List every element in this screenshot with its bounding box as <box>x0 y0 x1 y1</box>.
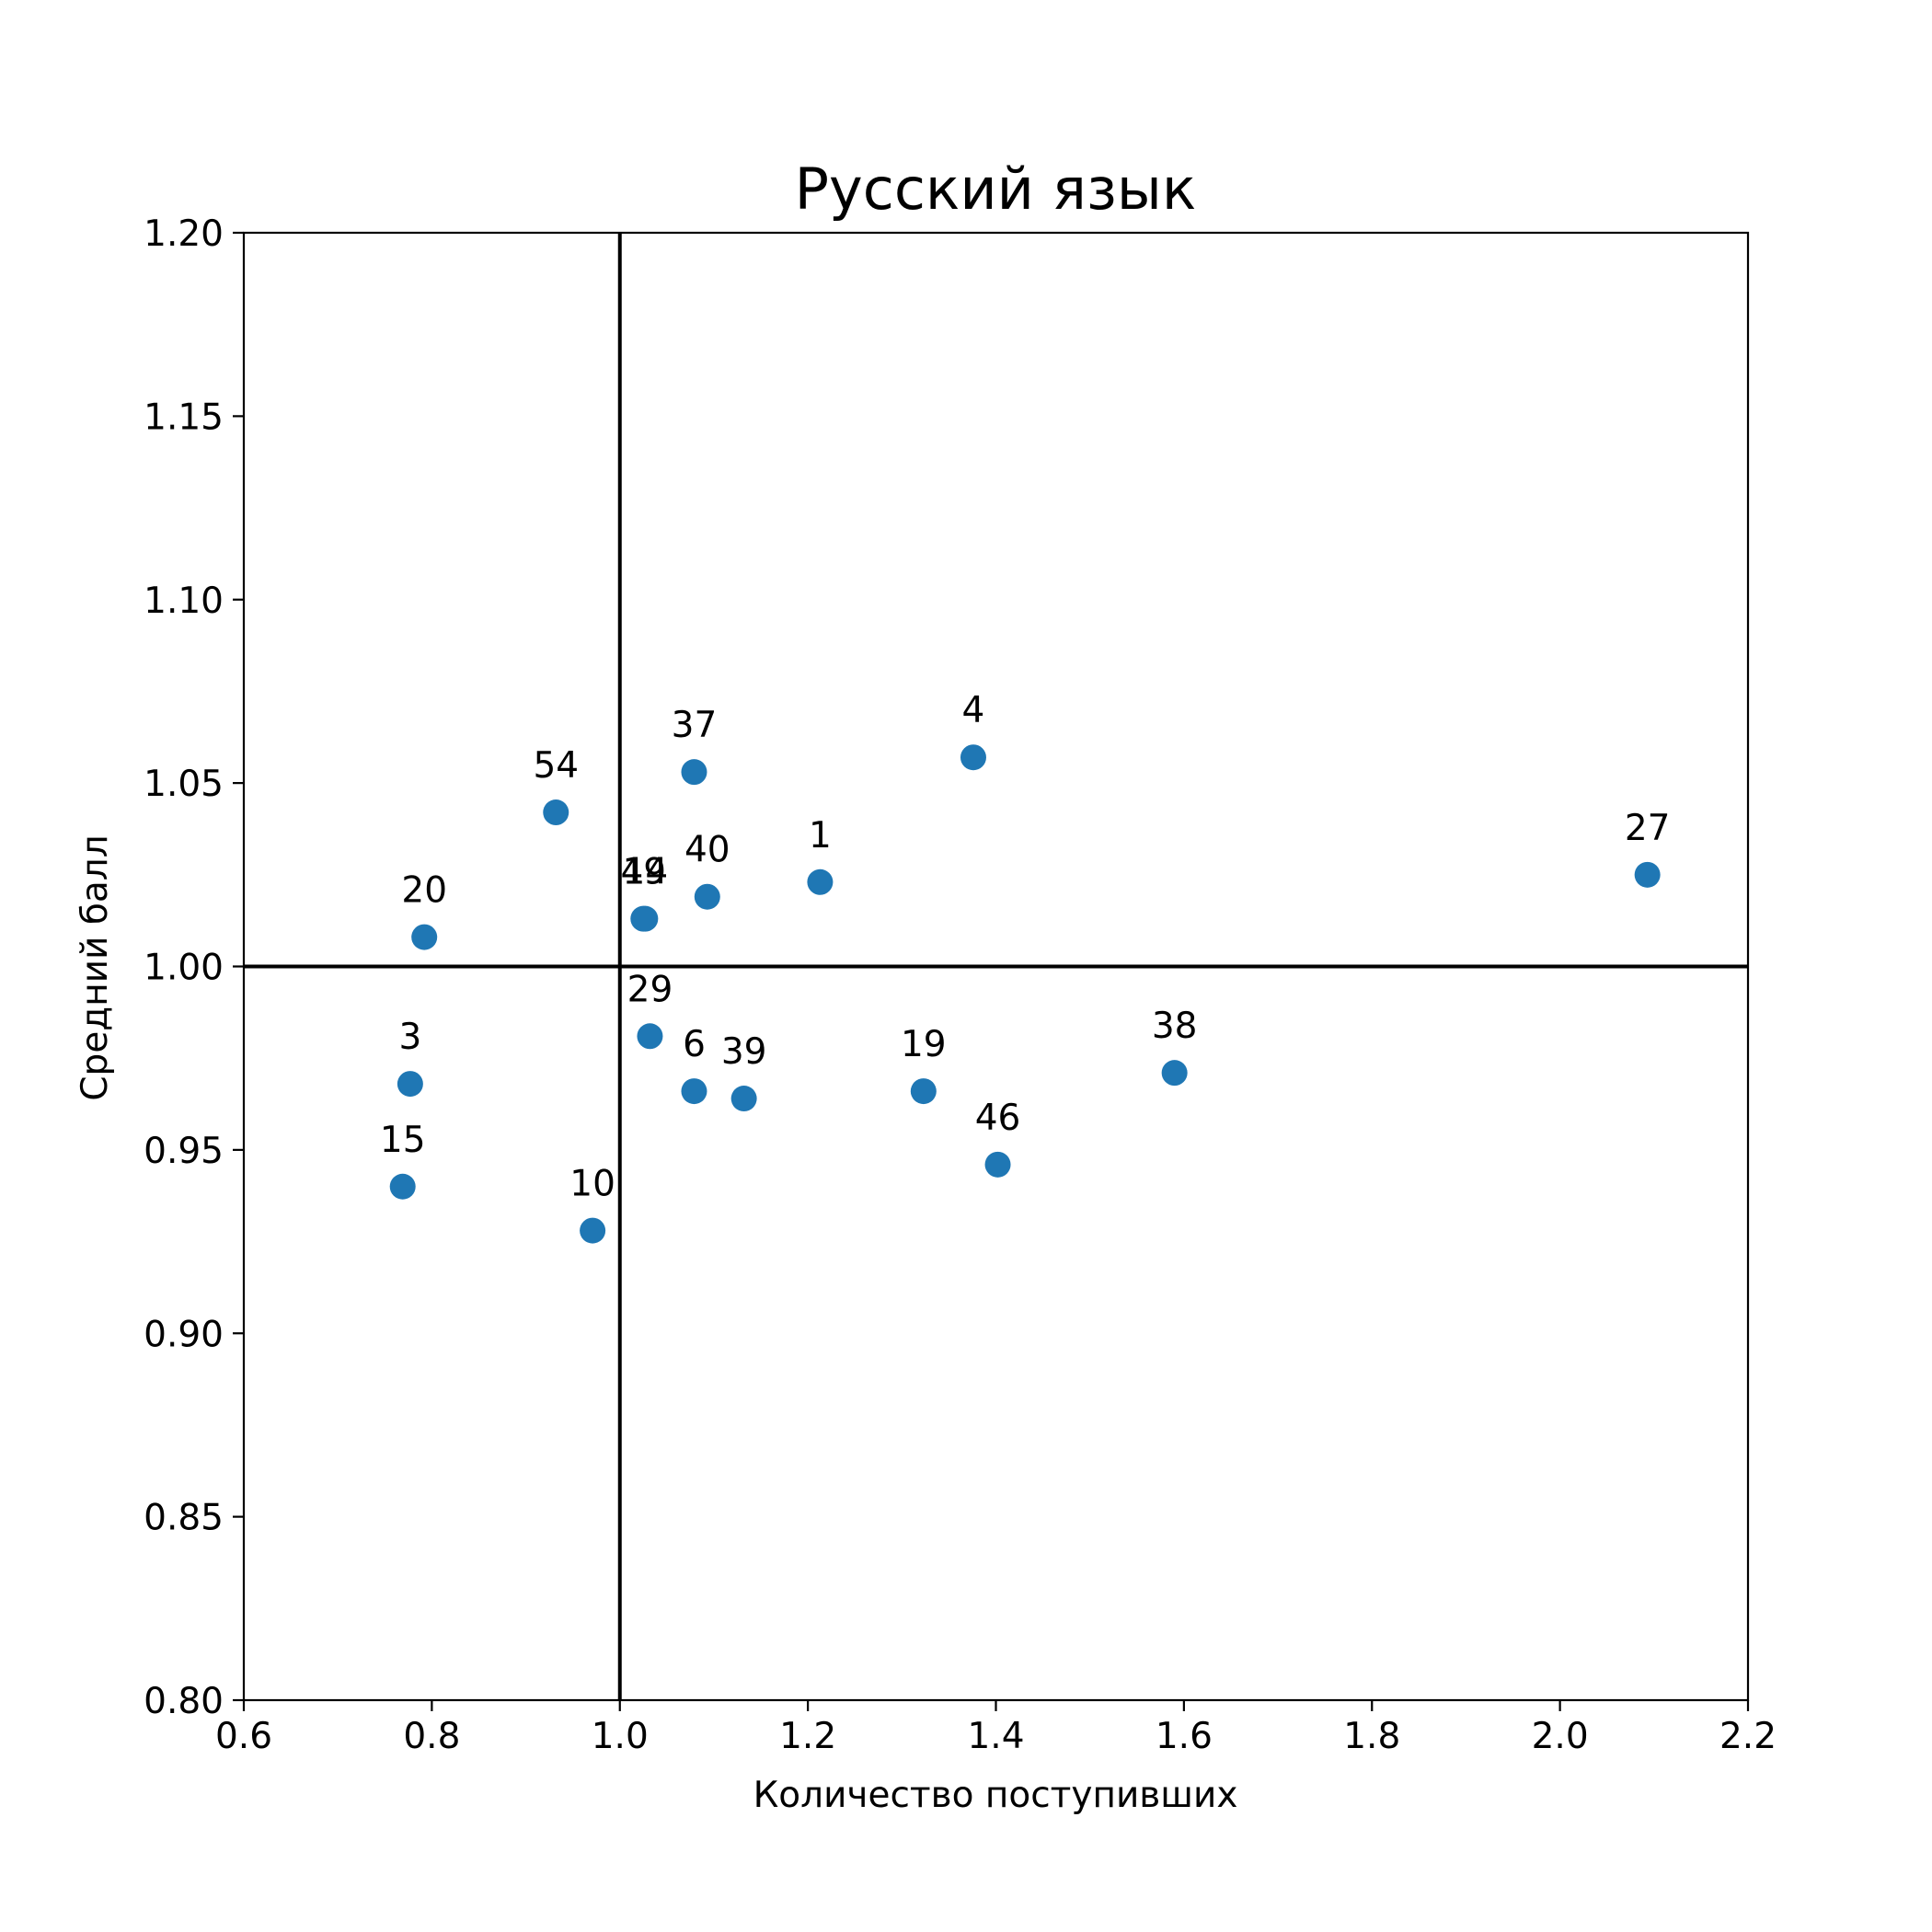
reference-lines <box>244 233 1748 1700</box>
data-point-label: 49 <box>620 852 666 893</box>
data-point-label: 15 <box>380 1120 426 1161</box>
data-point-label: 4 <box>962 690 985 731</box>
data-point-label: 1 <box>809 815 832 857</box>
y-tick-label: 1.15 <box>144 397 224 438</box>
data-point <box>1634 861 1661 888</box>
y-tick-label: 1.20 <box>144 213 224 255</box>
data-point <box>397 1071 423 1098</box>
y-tick-label: 1.10 <box>144 581 224 622</box>
data-point-label: 54 <box>533 745 579 787</box>
data-point-label: 46 <box>975 1098 1021 1139</box>
data-point-label: 19 <box>901 1024 947 1065</box>
data-point-label: 20 <box>401 870 447 912</box>
data-point <box>681 1078 707 1105</box>
y-tick-label: 0.80 <box>144 1681 224 1722</box>
data-point <box>681 759 707 786</box>
data-point <box>910 1078 937 1105</box>
x-axis-ticks: 0.6 0.8 1.0 1.2 1.4 1.6 1.8 2.0 2.2 <box>215 1700 1777 1757</box>
data-point <box>807 868 834 895</box>
data-point-label: 14 <box>623 852 669 893</box>
y-axis-ticks: 0.80 0.85 0.90 0.95 1.00 1.05 1.10 1.15 1.20 <box>144 213 244 1722</box>
data-point <box>960 744 986 771</box>
y-tick-label: 0.95 <box>144 1131 224 1172</box>
data-point <box>580 1217 606 1244</box>
data-point-label: 37 <box>672 705 718 746</box>
y-tick-label: 0.85 <box>144 1498 224 1539</box>
x-tick-label: 1.6 <box>1156 1716 1213 1757</box>
data-point-label: 3 <box>398 1017 421 1058</box>
x-tick-label: 1.8 <box>1343 1716 1400 1757</box>
y-axis-label: Средний балл <box>75 834 116 1100</box>
y-tick-label: 1.00 <box>144 948 224 989</box>
x-tick-label: 2.2 <box>1719 1716 1777 1757</box>
data-point-label: 40 <box>684 830 730 871</box>
data-point-label: 39 <box>721 1031 767 1073</box>
x-tick-label: 1.0 <box>592 1716 649 1757</box>
data-point-label: 29 <box>627 969 673 1010</box>
data-point <box>632 905 659 932</box>
data-point <box>637 1023 663 1050</box>
data-point <box>543 799 569 826</box>
data-point <box>411 924 438 950</box>
data-point <box>730 1086 757 1112</box>
data-point <box>389 1173 416 1200</box>
y-tick-label: 1.05 <box>144 764 224 805</box>
x-tick-label: 1.4 <box>967 1716 1024 1757</box>
x-tick-label: 2.0 <box>1532 1716 1589 1757</box>
data-point-label: 27 <box>1625 808 1671 849</box>
data-point <box>1161 1060 1188 1087</box>
data-point-label: 38 <box>1152 1006 1198 1047</box>
x-tick-label: 0.6 <box>215 1716 272 1757</box>
y-tick-label: 0.90 <box>144 1314 224 1355</box>
x-tick-label: 1.2 <box>779 1716 836 1757</box>
chart-title: Русский язык <box>795 155 1197 223</box>
x-tick-label: 0.8 <box>403 1716 460 1757</box>
x-axis-label: Количество поступивших <box>753 1775 1238 1816</box>
data-point <box>984 1151 1011 1178</box>
data-point-label: 6 <box>683 1024 706 1065</box>
data-points <box>389 744 1661 1244</box>
data-point <box>694 883 720 910</box>
data-point-label: 10 <box>569 1164 615 1205</box>
